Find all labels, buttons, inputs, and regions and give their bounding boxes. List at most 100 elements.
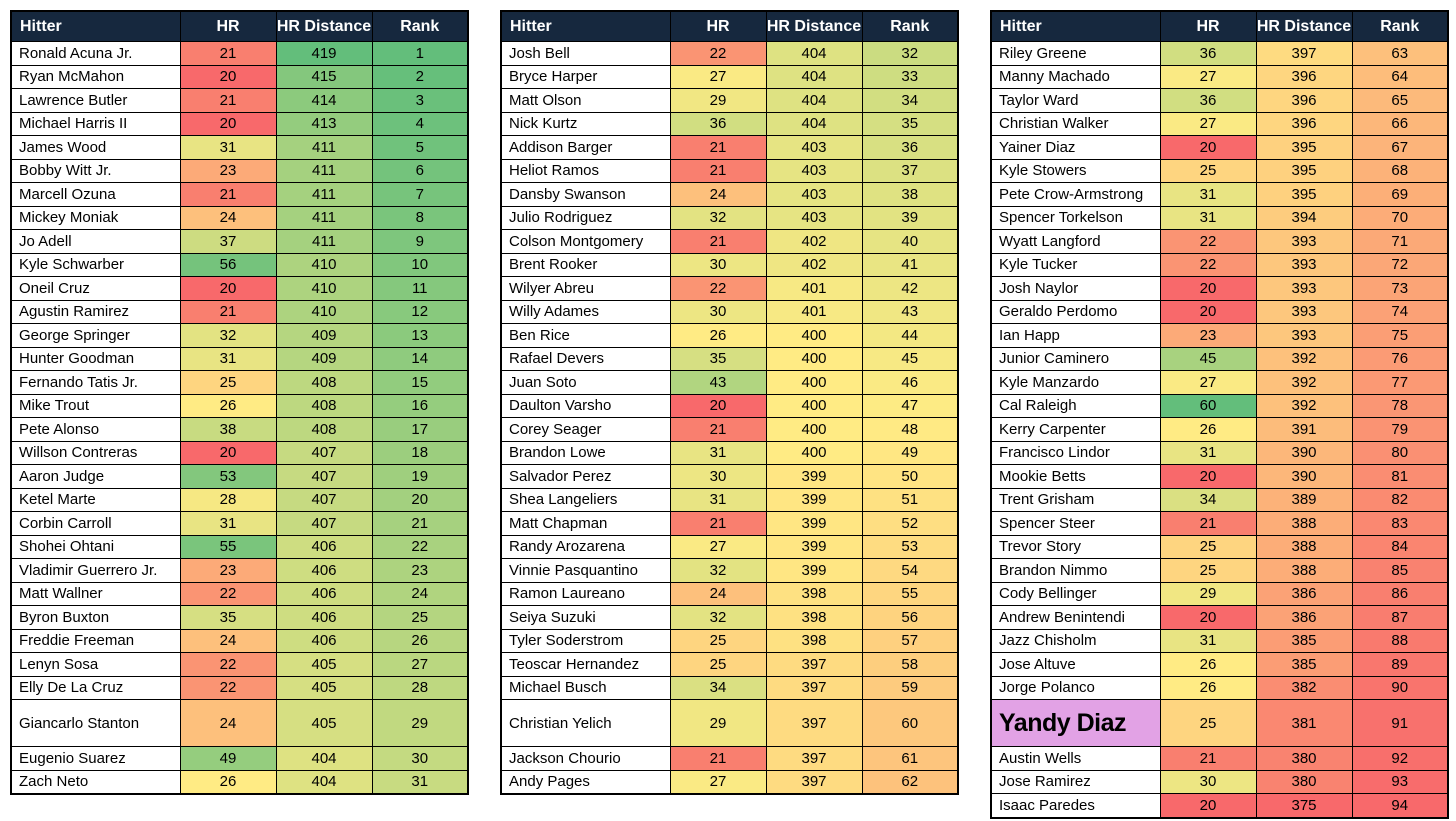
hr-cell: 21 xyxy=(669,229,767,254)
hr-cell: 30 xyxy=(1159,769,1257,794)
hitter-name-cell: Kyle Schwarber xyxy=(10,252,181,277)
rank-cell: 59 xyxy=(861,675,959,700)
distance-cell: 395 xyxy=(1255,135,1353,160)
hitter-name-cell: Eugenio Suarez xyxy=(10,746,181,771)
rank-cell: 82 xyxy=(1351,487,1449,512)
hitter-name-cell: Francisco Lindor xyxy=(990,440,1161,465)
hr-cell: 27 xyxy=(669,64,767,89)
distance-cell: 404 xyxy=(765,88,863,113)
rank-cell: 92 xyxy=(1351,746,1449,771)
distance-cell: 406 xyxy=(275,558,373,583)
distance-cell: 404 xyxy=(765,64,863,89)
hitter-name-cell: Rafael Devers xyxy=(500,346,671,371)
rank-cell: 94 xyxy=(1351,793,1449,818)
distance-cell: 401 xyxy=(765,276,863,301)
distance-cell: 398 xyxy=(765,605,863,630)
hitter-name-cell: Shea Langeliers xyxy=(500,487,671,512)
distance-cell: 393 xyxy=(1255,323,1353,348)
hitter-name-cell: Matt Chapman xyxy=(500,511,671,536)
hitter-name-cell: Ben Rice xyxy=(500,323,671,348)
rank-cell: 77 xyxy=(1351,370,1449,395)
rank-cell: 70 xyxy=(1351,205,1449,230)
distance-cell: 410 xyxy=(275,299,373,324)
hitter-name-cell: Willson Contreras xyxy=(10,440,181,465)
rank-cell: 57 xyxy=(861,628,959,653)
hitter-name-cell: Brandon Nimmo xyxy=(990,558,1161,583)
rank-cell: 17 xyxy=(371,417,469,442)
table-row: Byron Buxton 35 406 25 xyxy=(10,605,469,630)
hr-cell: 32 xyxy=(179,323,277,348)
distance-cell: 400 xyxy=(765,393,863,418)
rank-cell: 50 xyxy=(861,464,959,489)
rank-cell: 68 xyxy=(1351,158,1449,183)
hr-cell: 45 xyxy=(1159,346,1257,371)
hr-cell: 21 xyxy=(669,135,767,160)
table-row: Matt Chapman 21 399 52 xyxy=(500,511,959,536)
rank-cell: 84 xyxy=(1351,534,1449,559)
table-row: Teoscar Hernandez 25 397 58 xyxy=(500,652,959,677)
hitter-name-cell: Geraldo Perdomo xyxy=(990,299,1161,324)
hitter-name-cell: Addison Barger xyxy=(500,135,671,160)
hitter-name-cell: Michael Busch xyxy=(500,675,671,700)
hr-cell: 21 xyxy=(179,182,277,207)
rank-cell: 46 xyxy=(861,370,959,395)
table-row: Lenyn Sosa 22 405 27 xyxy=(10,652,469,677)
hitter-name-cell: Byron Buxton xyxy=(10,605,181,630)
table-row: Ronald Acuna Jr. 21 419 1 xyxy=(10,41,469,66)
hitter-name-cell: Fernando Tatis Jr. xyxy=(10,370,181,395)
table-row: Daulton Varsho 20 400 47 xyxy=(500,393,959,418)
hr-cell: 55 xyxy=(179,534,277,559)
hr-cell: 30 xyxy=(669,299,767,324)
rank-cell: 9 xyxy=(371,229,469,254)
table-row: Eugenio Suarez 49 404 30 xyxy=(10,746,469,771)
hr-cell: 30 xyxy=(669,252,767,277)
hr-cell: 60 xyxy=(1159,393,1257,418)
hitter-name-cell: Daulton Varsho xyxy=(500,393,671,418)
hitter-name-cell: Jose Altuve xyxy=(990,652,1161,677)
header-row: Hitter HR HR Distance Rank xyxy=(500,10,959,42)
rank-cell: 79 xyxy=(1351,417,1449,442)
rank-cell: 7 xyxy=(371,182,469,207)
hitter-name-cell: Riley Greene xyxy=(990,41,1161,66)
hr-cell: 20 xyxy=(179,111,277,136)
hitter-name-cell: Mickey Moniak xyxy=(10,205,181,230)
table-row: Christian Walker 27 396 66 xyxy=(990,111,1449,136)
distance-cell: 408 xyxy=(275,417,373,442)
hitter-name-cell: Kerry Carpenter xyxy=(990,417,1161,442)
hr-cell: 35 xyxy=(179,605,277,630)
table-row: Elly De La Cruz 22 405 28 xyxy=(10,675,469,700)
distance-cell: 389 xyxy=(1255,487,1353,512)
hitter-name-cell: Trevor Story xyxy=(990,534,1161,559)
hitter-name-cell: George Springer xyxy=(10,323,181,348)
rank-cell: 5 xyxy=(371,135,469,160)
hitter-name-cell: Matt Wallner xyxy=(10,581,181,606)
hr-cell: 24 xyxy=(179,205,277,230)
hr-cell: 20 xyxy=(179,276,277,301)
hitter-name-cell: Jo Adell xyxy=(10,229,181,254)
column-header-hr: HR xyxy=(179,10,277,42)
hitter-name-cell: Salvador Perez xyxy=(500,464,671,489)
hr-cell: 29 xyxy=(669,88,767,113)
table-row: Cody Bellinger 29 386 86 xyxy=(990,581,1449,606)
rank-cell: 32 xyxy=(861,41,959,66)
hr-cell: 27 xyxy=(1159,64,1257,89)
hitter-name-cell: Trent Grisham xyxy=(990,487,1161,512)
rank-cell: 80 xyxy=(1351,440,1449,465)
table-row: Vinnie Pasquantino 32 399 54 xyxy=(500,558,959,583)
rank-cell: 41 xyxy=(861,252,959,277)
hitter-name-cell: Austin Wells xyxy=(990,746,1161,771)
distance-cell: 381 xyxy=(1255,699,1353,747)
hitter-name-cell: Matt Olson xyxy=(500,88,671,113)
hitter-name-cell: Wyatt Langford xyxy=(990,229,1161,254)
distance-cell: 413 xyxy=(275,111,373,136)
rank-cell: 12 xyxy=(371,299,469,324)
distance-cell: 386 xyxy=(1255,605,1353,630)
rank-cell: 38 xyxy=(861,182,959,207)
hitter-name-cell: Ryan McMahon xyxy=(10,64,181,89)
hitter-name-cell: Pete Alonso xyxy=(10,417,181,442)
rank-cell: 14 xyxy=(371,346,469,371)
distance-cell: 390 xyxy=(1255,440,1353,465)
distance-cell: 393 xyxy=(1255,252,1353,277)
hitter-name-cell: Andy Pages xyxy=(500,769,671,795)
